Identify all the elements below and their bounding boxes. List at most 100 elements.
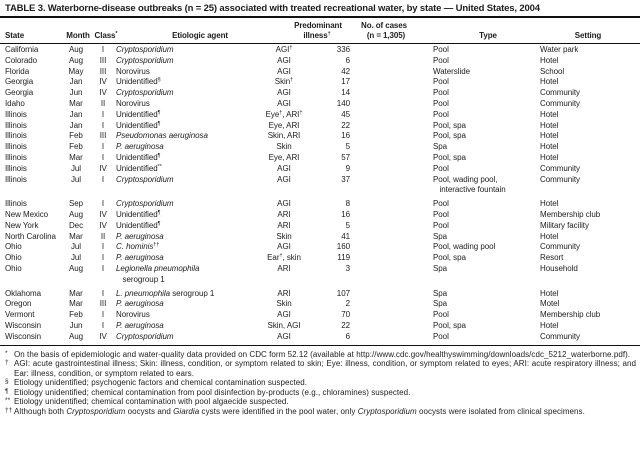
cell-illness: AGI bbox=[277, 98, 291, 108]
cell-agent: Unidentified¶ bbox=[116, 120, 161, 130]
cell-state: Illinois bbox=[5, 163, 27, 173]
cell-month: Jul bbox=[70, 163, 82, 173]
table-row: Ohio Jul I C. hominis†† AGI 160 Pool, wading p… bbox=[0, 242, 640, 253]
cell-setting: Hotel bbox=[540, 142, 559, 152]
footnote: ¶ Etiology unidentified; chemical contami… bbox=[5, 388, 636, 398]
table-row: Illinois Feb III Pseudomonas aeruginosa Skin… bbox=[0, 131, 640, 142]
cell-setting: Hotel bbox=[540, 77, 559, 87]
cell-cases: 14 bbox=[341, 88, 350, 98]
cell-class: I bbox=[101, 242, 105, 252]
footnote-text: On the basis of epidemiologic and water-… bbox=[14, 349, 631, 359]
cell-illness: Skin bbox=[276, 142, 292, 152]
table-row: Colorado Aug III Cryptosporidium AGI 6 Pool Hot… bbox=[0, 56, 640, 67]
cell-type: Pool, wading pool bbox=[433, 242, 496, 252]
footnote-text: Etiology unidentified; psychogenic facto… bbox=[14, 378, 308, 388]
header-rule bbox=[0, 43, 640, 44]
cell-month: Dec bbox=[68, 220, 84, 230]
cell-class: IV bbox=[99, 220, 107, 230]
cell-setting: Membership club bbox=[540, 310, 601, 320]
cell-state: Ohio bbox=[5, 263, 22, 273]
footnote-text: Although both Cryptosporidium oocysts an… bbox=[14, 406, 585, 416]
table-row: Wisconsin Aug IV Cryptosporidium AGI 6 Pool Com… bbox=[0, 332, 640, 343]
cell-agent: Norovirus bbox=[116, 66, 150, 76]
footnote: † AGI: acute gastrointestinal illness; Sk… bbox=[5, 359, 636, 378]
cell-type: Pool, spa bbox=[433, 253, 466, 263]
cell-setting: Community bbox=[540, 331, 581, 341]
table-row: California Aug I Cryptosporidium AGI† 336 Pool… bbox=[0, 45, 640, 56]
cell-type: Pool bbox=[433, 209, 449, 219]
cell-setting: Community bbox=[540, 242, 581, 252]
cell-illness: AGI bbox=[277, 163, 291, 173]
table-row: Georgia Jun IV Cryptosporidium AGI 14 Pool Comm… bbox=[0, 88, 640, 99]
table-row: Illinois Mar I Unidentified¶ Eye, ARI 57 Pool,… bbox=[0, 153, 640, 164]
header-class: Class* bbox=[94, 31, 118, 40]
cell-class: I bbox=[101, 109, 105, 119]
cell-month: Feb bbox=[69, 310, 83, 320]
cell-cases: 57 bbox=[341, 152, 350, 162]
cell-cases: 3 bbox=[345, 263, 350, 273]
cell-month: Mar bbox=[69, 299, 83, 309]
footnote-marker: * bbox=[5, 349, 8, 357]
cell-agent: Pseudomonas aeruginosa bbox=[116, 131, 208, 141]
cell-class: I bbox=[101, 263, 105, 273]
cell-month: Mar bbox=[69, 152, 83, 162]
cell-month: Aug bbox=[68, 209, 84, 219]
cell-state: Ohio bbox=[5, 253, 22, 263]
cell-month: Mar bbox=[69, 231, 83, 241]
cell-cases: 37 bbox=[341, 174, 350, 184]
cell-month: Jul bbox=[70, 174, 82, 184]
cell-cases: 70 bbox=[341, 310, 350, 320]
cell-class: IV bbox=[99, 209, 107, 219]
cell-setting: Hotel bbox=[540, 152, 559, 162]
cell-class: I bbox=[101, 310, 105, 320]
cell-agent: Cryptosporidium bbox=[116, 331, 174, 341]
cell-state: Vermont bbox=[5, 310, 35, 320]
table-row: Wisconsin Jun I P. aeruginosa Skin, AGI 22 Poo… bbox=[0, 321, 640, 332]
cell-cases: 2 bbox=[345, 299, 350, 309]
footnote-text: Etiology unidentified; chemical contamin… bbox=[14, 387, 411, 397]
footnotes: * On the basis of epidemiologic and water… bbox=[0, 350, 640, 417]
cell-class: I bbox=[101, 288, 105, 298]
cell-illness: AGI bbox=[277, 55, 291, 65]
footnote: * On the basis of epidemiologic and water… bbox=[5, 350, 636, 360]
cell-agent: Unidentified¶ bbox=[116, 209, 161, 219]
cell-cases: 17 bbox=[341, 77, 350, 87]
cell-cases: 9 bbox=[345, 163, 350, 173]
cell-agent: Unidentified** bbox=[116, 163, 162, 173]
table-lower-section: California Aug I Cryptosporidium AGI† 336 Pool… bbox=[0, 45, 640, 416]
cell-setting: Resort bbox=[540, 253, 564, 263]
cell-illness: AGI bbox=[277, 242, 291, 252]
cell-setting: Motel bbox=[540, 299, 560, 309]
table-row: Illinois Jan I Unidentified¶ Eye†, ARI† 45 Poo… bbox=[0, 110, 640, 121]
cell-cases: 42 bbox=[341, 66, 350, 76]
cell-state: Illinois bbox=[5, 174, 27, 184]
table-body: California Aug I Cryptosporidium AGI† 336 Pool… bbox=[0, 45, 640, 343]
cell-type: Pool bbox=[433, 310, 449, 320]
cell-state: Georgia bbox=[5, 77, 34, 87]
cell-state: Illinois bbox=[5, 152, 27, 162]
cell-month: Aug bbox=[68, 55, 84, 65]
cell-setting: Community bbox=[540, 174, 581, 184]
cell-type: Pool, spa bbox=[433, 120, 466, 130]
cell-type: Pool bbox=[433, 77, 449, 87]
cell-cases: 107 bbox=[336, 288, 350, 298]
table-bottom-rule bbox=[0, 344, 640, 346]
table-row: Illinois Jan I Unidentified¶ Eye, ARI 22 Pool,… bbox=[0, 121, 640, 132]
cell-illness: AGI bbox=[277, 66, 291, 76]
cell-setting: Hotel bbox=[540, 55, 559, 65]
cell-month: Feb bbox=[69, 131, 83, 141]
cell-state: Ohio bbox=[5, 242, 22, 252]
cell-cases: 160 bbox=[336, 242, 350, 252]
cell-type: Pool, wading pool, interactive fountain bbox=[433, 174, 506, 195]
cell-state: Oklahoma bbox=[5, 288, 42, 298]
cell-cases: 6 bbox=[345, 55, 350, 65]
cell-type: Pool bbox=[433, 55, 449, 65]
cell-class: I bbox=[101, 120, 105, 130]
cell-setting: Community bbox=[540, 163, 581, 173]
footnote-marker: ** bbox=[5, 397, 11, 405]
footnote-marker: † bbox=[5, 359, 9, 367]
cell-type: Pool bbox=[433, 163, 449, 173]
cell-class: I bbox=[101, 174, 105, 184]
cell-illness: Skin, ARI bbox=[267, 131, 301, 141]
